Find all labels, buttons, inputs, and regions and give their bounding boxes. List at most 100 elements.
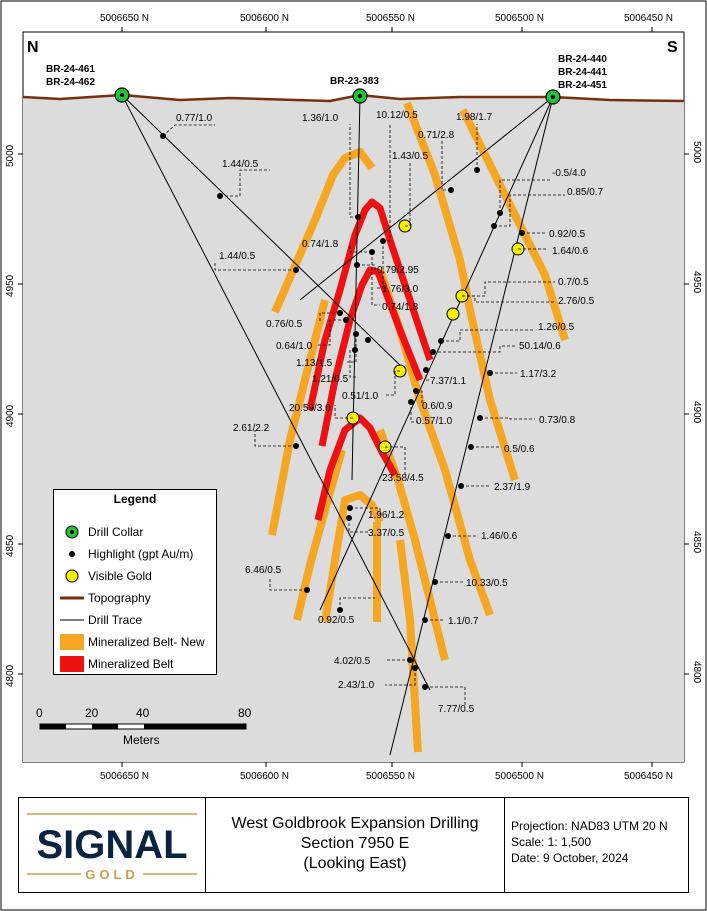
- collar-label: BR-24-461: [46, 64, 95, 75]
- assay-label: 0.51/1.0: [342, 391, 379, 402]
- collar-label: BR-24-451: [558, 80, 607, 91]
- left-axis-label: 4850: [5, 534, 16, 557]
- map-info: Projection: NAD83 UTM 20 N Scale: 1: 1,5…: [505, 798, 688, 892]
- scale-bar: 0 20 40 80 Meters: [36, 706, 252, 747]
- assay-label: 0.57/1.0: [416, 416, 453, 427]
- collar-label: BR-24-462: [46, 77, 95, 88]
- assay-label: 2.37/1.9: [494, 482, 531, 493]
- top-axis-label: 5006550 N: [366, 13, 415, 24]
- signal-gold-logo: SIGNAL GOLD: [19, 798, 206, 892]
- assay-label: 1.96/1.2: [368, 510, 405, 521]
- scale-unit: Meters: [123, 733, 160, 747]
- scale-tick: 0: [36, 706, 43, 720]
- title-block: SIGNAL GOLD West Goldbrook Expansion Dri…: [18, 797, 689, 893]
- assay-label: 2.43/1.0: [338, 680, 375, 691]
- scale-tick: 40: [136, 706, 150, 720]
- assay-label: 0.92/0.5: [549, 229, 586, 240]
- right-axis-label: 5000: [691, 141, 702, 164]
- logo-sub: GOLD: [85, 867, 139, 882]
- left-axis-label: 4900: [5, 404, 16, 427]
- assay-label: 7.37/1.1: [430, 376, 467, 387]
- section-title: West Goldbrook Expansion Drilling Sectio…: [206, 798, 505, 892]
- scale-tick: 80: [238, 706, 252, 720]
- assay-label: 1.44/0.5: [219, 251, 256, 262]
- assay-label: 0.71/2.8: [418, 130, 455, 141]
- bottom-axis-label: 5006550 N: [366, 771, 415, 782]
- right-axis-label: 4850: [691, 531, 702, 554]
- collar-label: BR-24-440: [558, 54, 607, 65]
- top-axis-label: 5006600 N: [240, 13, 289, 24]
- assay-label: 10.12/0.5: [376, 110, 418, 121]
- assay-label: 0.74/1.8: [302, 239, 339, 250]
- legend-label: Mineralized Belt: [88, 657, 174, 671]
- assay-label: 7.77/0.5: [438, 704, 475, 715]
- left-axis-label: 4800: [5, 664, 16, 687]
- logo-mark-icon: SIGNAL GOLD: [27, 813, 197, 882]
- legend-label: Mineralized Belt- New: [88, 635, 205, 649]
- legend-item: Visible Gold: [54, 566, 216, 586]
- drill-traces: [121, 94, 554, 756]
- assay-label: 0.5/0.6: [504, 444, 535, 455]
- legend-title: Legend: [113, 492, 157, 506]
- legend-label: Highlight (gpt Au/m): [88, 547, 194, 561]
- assay-label: 1.44/0.5: [222, 159, 259, 170]
- assay-label: 0.74/1.8: [382, 302, 419, 313]
- assay-label: 1.21/0.5: [312, 374, 349, 385]
- bottom-axis-label: 5006500 N: [495, 771, 544, 782]
- info-line: Projection: NAD83 UTM 20 N: [511, 819, 668, 833]
- legend-item: Topography: [54, 588, 216, 608]
- assay-label: 1.43/0.5: [392, 151, 429, 162]
- left-axis-label: 5000: [5, 144, 16, 167]
- drill-collar-icon: [65, 525, 79, 539]
- legend: Legend Drill Collar Highlight (gpt Au/m)…: [53, 489, 217, 675]
- drill-trace-icon: [60, 619, 84, 621]
- legend-item: Mineralized Belt: [54, 654, 216, 674]
- assay-label: 1.1/0.7: [448, 616, 479, 627]
- legend-item: Drill Trace: [54, 610, 216, 630]
- title-line: (Looking East): [303, 855, 407, 872]
- drill-collars: [114, 87, 561, 105]
- legend-item: Mineralized Belt- New: [54, 632, 216, 652]
- assay-label: 1.13/1.5: [296, 358, 333, 369]
- bottom-axis-label: 5006450 N: [624, 771, 673, 782]
- bottom-axis-label: 5006650 N: [100, 771, 149, 782]
- belt-swatch-icon: [60, 656, 84, 672]
- assay-label: 0.77/1.0: [176, 113, 213, 124]
- assay-label: 1.64/0.6: [552, 246, 589, 257]
- scale-tick: 20: [85, 706, 99, 720]
- collar-label: BR-24-441: [558, 67, 607, 78]
- legend-label: Drill Collar: [88, 525, 144, 539]
- assay-label: 0.76/0.5: [266, 319, 303, 330]
- legend-item: Drill Collar: [54, 522, 216, 542]
- bottom-axis-label: 5006600 N: [240, 771, 289, 782]
- assay-label: 10.33/0.5: [466, 578, 508, 589]
- right-axis-label: 4950: [691, 271, 702, 294]
- direction-south: S: [667, 39, 678, 56]
- title-line: Section 7950 E: [300, 835, 410, 852]
- assay-label: 0.73/0.8: [539, 415, 576, 426]
- assay-label: 0.6/0.9: [422, 401, 453, 412]
- left-axis-label: 4950: [5, 274, 16, 297]
- legend-label: Drill Trace: [88, 613, 143, 627]
- assay-label: 0.92/0.5: [318, 615, 355, 626]
- title-line: West Goldbrook Expansion Drilling: [231, 815, 479, 832]
- belt-new-swatch-icon: [60, 634, 84, 650]
- assay-label: 0.85/0.7: [567, 187, 604, 198]
- assay-label: 1.98/1.7: [456, 112, 493, 123]
- assay-label: 2.61/2.2: [233, 423, 270, 434]
- leader-lines: [162, 124, 565, 705]
- info-line: Date: 9 October, 2024: [511, 851, 629, 865]
- collar-label: BR-23-383: [330, 76, 379, 87]
- top-axis-label: 5006450 N: [624, 13, 673, 24]
- top-axis-label: 5006500 N: [495, 13, 544, 24]
- assay-label: 1.17/3.2: [520, 369, 557, 380]
- assay-label: 23.58/4.5: [382, 473, 424, 484]
- assay-label: 6.46/0.5: [245, 565, 282, 576]
- assay-label: 1.46/0.6: [481, 531, 518, 542]
- topography-line-icon: [60, 596, 84, 600]
- info-line: Scale: 1: 1,500: [511, 835, 592, 849]
- visible-gold-icon: [65, 569, 79, 583]
- direction-north: N: [27, 39, 39, 56]
- assay-label: 50.14/0.6: [519, 341, 561, 352]
